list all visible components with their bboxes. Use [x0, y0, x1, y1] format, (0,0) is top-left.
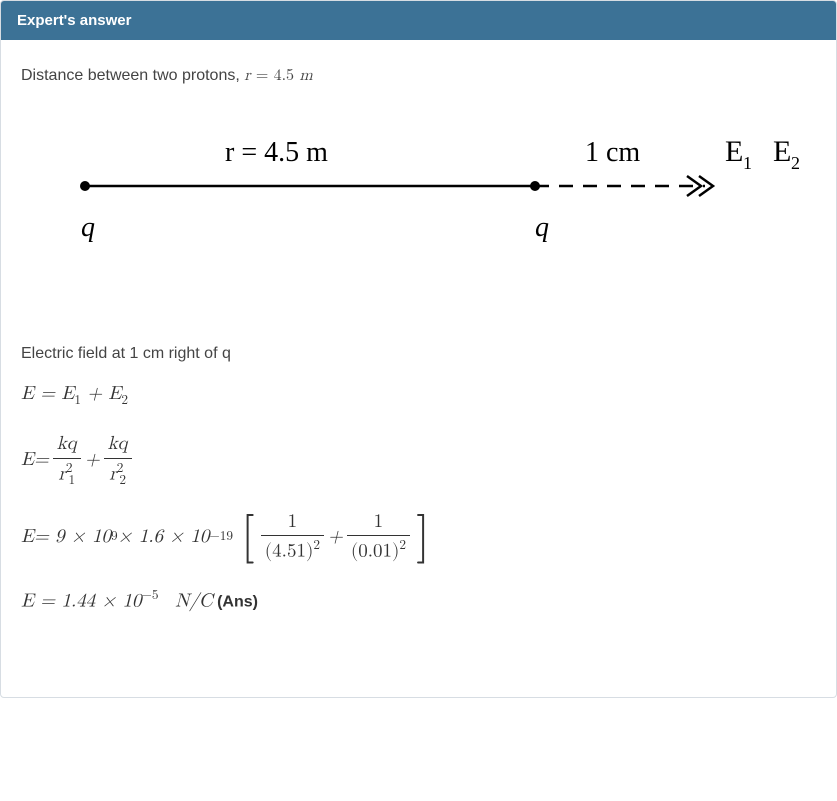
- header-title: Expert's answer: [17, 12, 131, 29]
- svg-text:q: q: [535, 212, 549, 243]
- eq1-sub1: 1: [74, 393, 81, 407]
- svg-text:E: E: [773, 135, 791, 168]
- eq4-ans: (Ans): [213, 593, 258, 610]
- answer-card: Expert's answer Distance between two pro…: [0, 0, 837, 698]
- line1-eq: = 4.5: [251, 68, 300, 84]
- eq3: E = 9 × 109 × 1.6 × 10−19 [ 1 (4.51)2 + …: [21, 511, 816, 564]
- eq1-plus: +: [81, 384, 108, 403]
- eq3-frac2: 1 (0.01)2: [347, 511, 410, 564]
- eq2-num1: kq: [53, 433, 81, 456]
- eq4-unit: N/C: [159, 591, 213, 610]
- svg-text:1 cm: 1 cm: [585, 137, 640, 168]
- card-header: Expert's answer: [1, 1, 836, 40]
- diagram-svg: r = 4.5 m1 cmqqE1E2: [45, 106, 805, 306]
- eq3-num1: 1: [284, 511, 302, 534]
- card-content: Distance between two protons, r = 4.5 m …: [1, 40, 836, 697]
- eq2-frac1: kq r21: [53, 433, 81, 489]
- eq2-plus: +: [85, 446, 100, 475]
- eq4-e: E: [21, 591, 34, 610]
- eq2-den2: r22: [105, 461, 130, 489]
- eq3-den2: (0.01)2: [347, 538, 410, 563]
- eq3-plus: +: [328, 523, 343, 552]
- eq3-num2: 1: [370, 511, 388, 534]
- svg-text:r = 4.5 m: r = 4.5 m: [225, 137, 328, 168]
- eq1-e2: E: [108, 384, 121, 403]
- eq3-sup9: 9: [111, 527, 118, 547]
- eq4-eq: = 1.44 × 10: [34, 591, 142, 610]
- eq3-frac1: 1 (4.51)2: [261, 511, 324, 564]
- eq1-e1: E: [61, 384, 74, 403]
- eq2-num2: kq: [104, 433, 132, 456]
- svg-text:E: E: [725, 135, 743, 168]
- eq4-supneg5: −5: [142, 588, 159, 602]
- eq2-den1: r21: [54, 461, 79, 489]
- eq1-eq: =: [34, 384, 61, 403]
- eq1-sub2: 2: [121, 393, 128, 407]
- svg-text:2: 2: [791, 153, 800, 173]
- eq3-rb: ]: [414, 517, 432, 557]
- eq3-eq: = 9 × 10: [34, 523, 111, 552]
- diagram: r = 4.5 m1 cmqqE1E2: [45, 106, 805, 314]
- eq3-supneg19: −19: [209, 527, 233, 547]
- svg-text:1: 1: [743, 153, 752, 173]
- distance-line: Distance between two protons, r = 4.5 m: [21, 64, 816, 88]
- eq3-den1: (4.51)2: [261, 538, 324, 563]
- svg-text:q: q: [81, 212, 95, 243]
- eq1-e: E: [21, 384, 34, 403]
- line1-unit: m: [299, 68, 312, 84]
- eq2: E = kq r21 + kq r22: [21, 433, 816, 489]
- eq1: E = E1 + E2: [21, 380, 816, 411]
- eq3-e: E: [21, 523, 34, 552]
- line1-prefix: Distance between two protons,: [21, 67, 244, 84]
- eq4: E = 1.44 × 10−5 N/C (Ans): [21, 586, 816, 616]
- eq2-eq: =: [34, 446, 49, 475]
- eq3-lb: [: [239, 517, 257, 557]
- eq2-frac2: kq r22: [104, 433, 132, 489]
- eq3-mid: × 1.6 × 10: [118, 523, 210, 552]
- line2: Electric field at 1 cm right of q: [21, 342, 816, 366]
- eq2-e: E: [21, 446, 34, 475]
